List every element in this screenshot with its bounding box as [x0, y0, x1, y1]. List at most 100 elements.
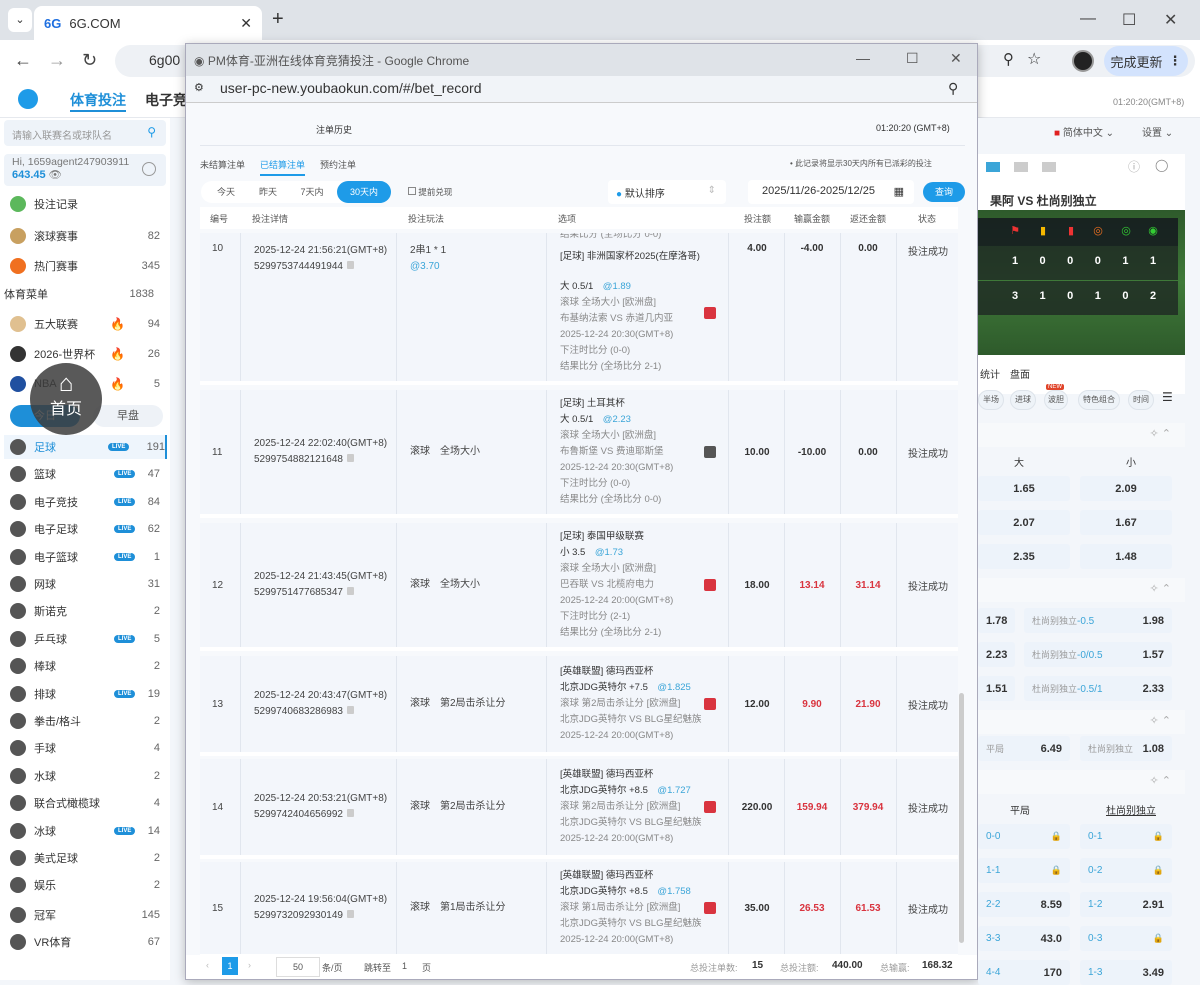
reload-icon[interactable]: ↻ — [82, 50, 98, 70]
refresh-icon[interactable] — [142, 162, 156, 176]
odds-button[interactable]: 杜尚别独立-0.5 1.98 — [1024, 608, 1172, 633]
copy-icon[interactable] — [346, 809, 354, 817]
chip-special[interactable]: 特色组合 — [1078, 390, 1120, 410]
maximize-icon[interactable]: ☐ — [1122, 12, 1137, 29]
sidebar-item[interactable]: 热门赛事 345 — [10, 254, 160, 278]
new-tab-button[interactable]: + — [272, 8, 284, 30]
chip-correct-score[interactable]: 波胆 — [1044, 390, 1068, 410]
sidebar-sport-item[interactable]: 足球 LIVE 191 — [4, 435, 167, 459]
nav-sports[interactable]: 体育投注 — [70, 90, 126, 112]
odds-button[interactable]: 1.51 — [978, 676, 1015, 701]
forward-icon[interactable]: → — [48, 50, 66, 70]
settings-menu[interactable]: 设置 ⌄ — [1142, 128, 1174, 139]
tab-list-button[interactable]: ⌄ — [8, 8, 32, 32]
goto-page-input[interactable]: 1 — [402, 961, 408, 971]
video-tab-icon[interactable] — [1042, 162, 1056, 172]
sidebar-sport-item[interactable]: 电子篮球 LIVE 1 — [10, 545, 160, 569]
sidebar-sport-item[interactable]: 美式足球 2 — [10, 846, 160, 870]
sidebar-sport-item[interactable]: 棒球 2 — [10, 654, 160, 678]
market-header-handicap[interactable]: ✧ ⌃ — [978, 578, 1185, 602]
odds-button[interactable]: 杜尚别独立-0/0.5 1.57 — [1024, 642, 1172, 667]
league-search-input[interactable]: 请输入联赛名或球队名 ⚲ — [4, 120, 166, 146]
nav-esports[interactable]: 电子竞 — [145, 92, 187, 108]
odds-button[interactable]: 1.78 — [978, 608, 1015, 633]
market-header-ou[interactable]: ✧ ⌃ — [978, 423, 1185, 447]
copy-icon[interactable] — [346, 587, 354, 595]
sidebar-sport-item[interactable]: 排球 LIVE 19 — [10, 682, 160, 706]
popup-url-bar[interactable]: ⚙ user-pc-new.youbaokun.com/#/bet_record… — [186, 76, 977, 103]
sidebar-sport-item[interactable]: 篮球 LIVE 47 — [10, 462, 160, 486]
sidebar-item[interactable]: 体育菜单 1838 — [4, 282, 154, 306]
close-tab-icon[interactable]: ✕ — [240, 14, 252, 31]
range-yesterday[interactable]: 昨天 — [258, 187, 277, 197]
correct-score-button[interactable]: 4-4 170 — [978, 960, 1070, 985]
page-1-button[interactable]: 1 — [222, 957, 238, 975]
tab-board[interactable]: 盘面 — [1010, 370, 1030, 381]
odds-button[interactable]: 杜尚别独立-0.5/1 2.33 — [1024, 676, 1172, 701]
popup-zoom-icon[interactable]: ⚲ — [948, 80, 959, 96]
odds-button[interactable]: 2.23 — [978, 642, 1015, 667]
range-7days[interactable]: 7天内 — [300, 187, 324, 197]
menu-icon[interactable] — [18, 89, 38, 109]
sidebar-sport-item[interactable]: 拳击/格斗 2 — [10, 709, 160, 733]
popup-maximize-icon[interactable]: ☐ — [906, 50, 919, 66]
prev-page-icon[interactable]: ‹ — [206, 960, 209, 970]
odds-button[interactable]: 2.07 — [978, 510, 1070, 535]
info-icon[interactable]: ⓘ — [1128, 160, 1141, 174]
profile-avatar[interactable] — [1072, 50, 1094, 72]
copy-icon[interactable] — [346, 706, 354, 714]
sidebar-sport-item[interactable]: 手球 4 — [10, 736, 160, 760]
minimize-icon[interactable]: — — [1080, 10, 1096, 27]
sidebar-sport-item[interactable]: 冠军 145 — [10, 903, 160, 927]
language-select[interactable]: ■ 简体中文 ⌄ — [1054, 128, 1114, 139]
copy-icon[interactable] — [346, 910, 354, 918]
odds-button[interactable]: 1.65 — [978, 476, 1070, 501]
query-button[interactable]: 查询 — [923, 182, 965, 202]
sort-select[interactable]: ● 默认排序 ⇕ — [608, 180, 726, 204]
more-menu-icon[interactable]: ⋮ — [1168, 53, 1182, 68]
back-icon[interactable]: ← — [14, 50, 32, 70]
correct-score-button[interactable]: 0-1 🔒 — [1080, 824, 1172, 849]
copy-icon[interactable] — [346, 454, 354, 462]
sidebar-sport-item[interactable]: 冰球 LIVE 14 — [10, 819, 160, 843]
copy-icon[interactable] — [346, 261, 354, 269]
early-tab[interactable]: 早盘 — [93, 405, 163, 427]
site-settings-icon[interactable]: ⚙ — [194, 82, 204, 94]
early-cashout-checkbox[interactable]: 提前兑现 — [408, 186, 452, 198]
search-icon[interactable]: ⚲ — [147, 125, 156, 139]
chip-half[interactable]: 半场 — [978, 390, 1004, 410]
refresh-icon[interactable]: ◯ — [1155, 158, 1169, 172]
next-page-icon[interactable]: › — [248, 960, 251, 970]
sidebar-item[interactable]: 2026-世界杯 🔥 26 — [10, 342, 160, 366]
eye-icon[interactable]: 👁 — [48, 169, 62, 181]
odds-button[interactable]: 1.67 — [1080, 510, 1172, 535]
update-button[interactable]: 完成更新 ⋮ — [1104, 46, 1188, 76]
page-size-input[interactable]: 50 — [276, 957, 320, 977]
bookmark-star-icon[interactable]: ☆ — [1027, 51, 1042, 68]
sidebar-sport-item[interactable]: 乒乓球 LIVE 5 — [10, 627, 160, 651]
sidebar-sport-item[interactable]: 网球 31 — [10, 572, 160, 596]
home-floating-button[interactable]: ⌂ 首页 — [30, 363, 102, 435]
sidebar-sport-item[interactable]: 联合式橄榄球 4 — [10, 791, 160, 815]
odds-button[interactable]: 杜尚别独立 1.08 — [1080, 736, 1172, 761]
tab-settled[interactable]: 已结算注单 — [260, 158, 306, 176]
browser-tab[interactable]: 6G 6G.COM ✕ — [34, 6, 262, 40]
odds-button[interactable]: 2.09 — [1080, 476, 1172, 501]
correct-score-button[interactable]: 2-2 8.59 — [978, 892, 1070, 917]
sidebar-sport-item[interactable]: 斯诺克 2 — [10, 599, 160, 623]
zoom-icon[interactable]: ⚲ — [1003, 51, 1014, 68]
tab-stats[interactable]: 统计 — [980, 370, 1000, 381]
odds-button[interactable]: 平局 6.49 — [978, 736, 1070, 761]
correct-score-button[interactable]: 3-3 43.0 — [978, 926, 1070, 951]
sidebar-item[interactable]: 五大联赛 🔥 94 — [10, 312, 160, 336]
sidebar-sport-item[interactable]: 电子竞技 LIVE 84 — [10, 490, 160, 514]
tab-unsettled[interactable]: 未结算注单 — [200, 160, 246, 170]
stats-tab-icon[interactable] — [1014, 162, 1028, 172]
table-scrollbar[interactable] — [959, 693, 964, 943]
sidebar-sport-item[interactable]: VR体育 67 — [10, 930, 160, 954]
correct-score-button[interactable]: 0-3 🔒 — [1080, 926, 1172, 951]
chip-goals[interactable]: 进球 — [1010, 390, 1036, 410]
odds-button[interactable]: 1.48 — [1080, 544, 1172, 569]
popup-close-icon[interactable]: ✕ — [950, 50, 962, 66]
popup-minimize-icon[interactable]: — — [856, 50, 870, 66]
